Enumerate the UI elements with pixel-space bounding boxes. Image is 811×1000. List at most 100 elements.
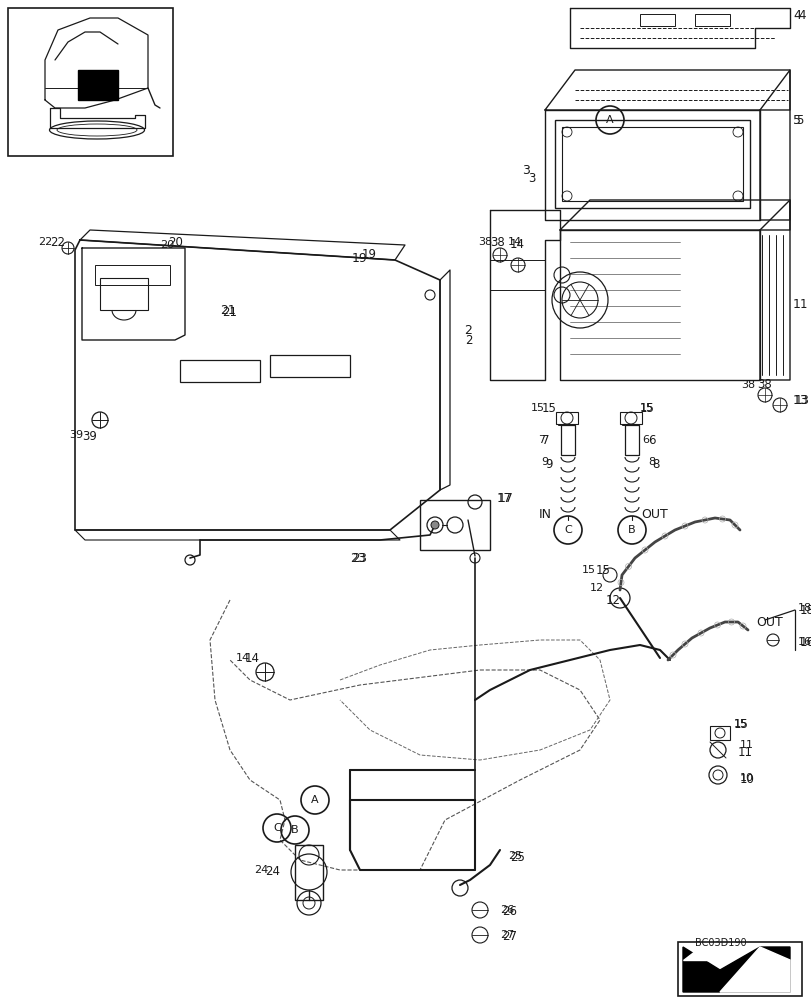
Circle shape — [431, 521, 439, 529]
Text: 26: 26 — [501, 905, 517, 918]
Bar — [100, 278, 148, 310]
Bar — [560, 425, 574, 455]
Text: 13: 13 — [792, 393, 808, 406]
Text: 23: 23 — [351, 552, 367, 564]
Bar — [556, 412, 577, 424]
Text: 38: 38 — [756, 378, 770, 391]
Text: 18: 18 — [797, 603, 811, 613]
Text: 19: 19 — [362, 248, 376, 261]
Text: 14: 14 — [508, 237, 521, 247]
Text: 22: 22 — [50, 236, 65, 249]
Text: 9: 9 — [540, 457, 547, 467]
Text: 3: 3 — [521, 164, 530, 177]
Bar — [294, 845, 323, 900]
Text: OUT: OUT — [755, 615, 782, 629]
Text: 27: 27 — [500, 930, 513, 940]
Text: 38: 38 — [740, 380, 754, 390]
Bar — [677, 942, 801, 996]
Text: 5: 5 — [795, 114, 802, 127]
Text: 21: 21 — [220, 304, 235, 316]
Text: 15: 15 — [733, 718, 748, 730]
Text: 38: 38 — [478, 237, 491, 247]
Text: 8: 8 — [647, 457, 654, 467]
Text: 27: 27 — [501, 930, 517, 943]
Text: OUT: OUT — [641, 508, 667, 522]
Text: 15: 15 — [639, 401, 654, 414]
Text: 15: 15 — [639, 403, 653, 413]
Text: 16: 16 — [799, 637, 811, 650]
Text: 11: 11 — [739, 740, 753, 750]
Bar — [639, 14, 674, 26]
Text: 21: 21 — [221, 306, 237, 318]
Text: 15: 15 — [581, 565, 595, 575]
Text: 15: 15 — [541, 401, 556, 414]
Text: C: C — [564, 525, 571, 535]
Text: 7: 7 — [541, 434, 549, 446]
Text: 6: 6 — [647, 434, 654, 446]
Text: 17: 17 — [497, 491, 513, 504]
Text: 12: 12 — [589, 583, 603, 593]
Text: 25: 25 — [509, 851, 524, 864]
Bar — [620, 412, 642, 424]
Text: 1: 1 — [799, 298, 806, 312]
Text: 26: 26 — [500, 905, 513, 915]
Bar — [624, 425, 638, 455]
Text: 10: 10 — [739, 773, 754, 786]
Bar — [8, 8, 173, 156]
Text: 17: 17 — [496, 491, 512, 504]
Text: 4: 4 — [792, 9, 800, 22]
Bar — [694, 14, 729, 26]
Polygon shape — [682, 947, 789, 992]
Text: B: B — [628, 525, 635, 535]
Text: 38: 38 — [489, 236, 504, 249]
Text: 14: 14 — [245, 652, 260, 664]
Polygon shape — [719, 947, 789, 992]
Text: 7: 7 — [537, 435, 544, 445]
Bar — [561, 127, 742, 201]
Text: 5: 5 — [792, 114, 800, 127]
Text: 20: 20 — [160, 240, 174, 250]
Text: 22: 22 — [37, 237, 52, 247]
Text: IN: IN — [538, 508, 551, 522]
Text: 4: 4 — [797, 9, 805, 22]
Text: 2: 2 — [465, 334, 472, 347]
Text: 14: 14 — [235, 653, 250, 663]
Text: 15: 15 — [733, 719, 747, 729]
Text: 15: 15 — [530, 403, 544, 413]
Text: C: C — [272, 823, 281, 833]
Text: 3: 3 — [527, 172, 534, 185]
Text: 15: 15 — [595, 564, 610, 576]
Text: 14: 14 — [509, 238, 525, 251]
Text: B: B — [291, 825, 298, 835]
Polygon shape — [682, 947, 719, 960]
Text: 11: 11 — [737, 746, 752, 758]
Text: A: A — [311, 795, 319, 805]
Text: 12: 12 — [605, 593, 620, 606]
Bar — [709, 726, 729, 740]
Text: 6: 6 — [642, 435, 648, 445]
Text: 9: 9 — [544, 458, 551, 472]
Text: 1: 1 — [792, 298, 800, 312]
Text: 8: 8 — [651, 458, 659, 472]
Bar — [554, 120, 749, 208]
Polygon shape — [78, 70, 118, 100]
Text: 10: 10 — [739, 773, 753, 783]
Bar — [180, 360, 260, 382]
Bar — [419, 500, 489, 550]
Text: 24: 24 — [253, 865, 268, 875]
Bar — [270, 355, 350, 377]
Text: 25: 25 — [508, 851, 521, 861]
Text: 23: 23 — [350, 552, 365, 564]
Text: A: A — [606, 115, 613, 125]
Text: 39: 39 — [82, 430, 97, 444]
Text: 2: 2 — [464, 324, 471, 336]
Text: 39: 39 — [69, 430, 83, 440]
Text: 13: 13 — [794, 393, 809, 406]
Bar — [95, 265, 169, 285]
Text: 20: 20 — [168, 236, 182, 249]
Text: 24: 24 — [264, 865, 280, 878]
Text: 18: 18 — [799, 603, 811, 616]
Text: 19: 19 — [352, 251, 367, 264]
Text: BC03D190: BC03D190 — [694, 938, 745, 948]
Text: 16: 16 — [797, 637, 811, 647]
